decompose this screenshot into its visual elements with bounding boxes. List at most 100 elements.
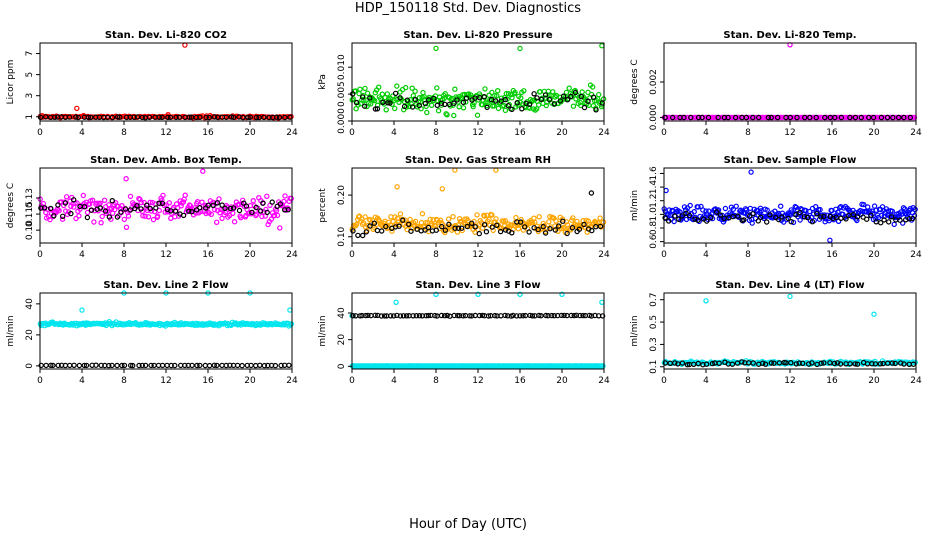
data-point xyxy=(205,202,211,208)
data-point xyxy=(400,313,407,319)
y-tick-label: 0.8 xyxy=(649,221,659,236)
data-point xyxy=(468,92,474,98)
data-point xyxy=(684,362,691,368)
x-tick-label: 24 xyxy=(286,250,298,260)
data-point xyxy=(503,90,509,97)
data-point xyxy=(74,200,80,206)
data-point xyxy=(551,313,557,319)
data-point xyxy=(350,313,356,319)
data-point xyxy=(596,91,602,98)
data-point xyxy=(61,199,68,205)
x-tick-label: 0 xyxy=(37,250,43,260)
data-point xyxy=(481,93,487,100)
outlier-point xyxy=(182,42,188,48)
outlier-point xyxy=(703,298,709,304)
data-point xyxy=(219,215,225,222)
data-point xyxy=(542,92,549,98)
data-point xyxy=(182,362,188,369)
data-point xyxy=(222,205,228,211)
data-point xyxy=(397,313,404,319)
x-tick-label: 8 xyxy=(121,128,127,138)
data-point xyxy=(725,114,731,121)
data-point xyxy=(493,98,499,104)
x-tick-label: 16 xyxy=(202,250,214,260)
data-point xyxy=(512,89,518,96)
data-point xyxy=(560,218,566,224)
x-tick-label: 16 xyxy=(202,376,214,386)
data-point xyxy=(889,360,896,366)
data-point xyxy=(832,114,838,121)
data-point xyxy=(479,312,486,319)
x-tick-label: 4 xyxy=(79,250,85,260)
outlier-point xyxy=(787,293,793,300)
data-point xyxy=(154,213,161,219)
y-tick-label: 0.7 xyxy=(649,293,659,307)
data-point xyxy=(670,114,676,121)
data-point xyxy=(367,223,373,229)
data-point xyxy=(197,114,203,121)
data-point xyxy=(273,114,280,120)
data-point xyxy=(75,114,81,121)
data-point xyxy=(599,313,606,319)
data-point xyxy=(570,103,577,109)
data-point xyxy=(730,206,737,212)
data-point xyxy=(117,114,123,120)
data-point xyxy=(43,362,49,369)
data-point xyxy=(571,312,577,319)
data-point xyxy=(274,212,281,219)
data-point xyxy=(898,114,905,121)
x-tick-label: 4 xyxy=(703,128,709,138)
data-point xyxy=(483,228,490,235)
data-point xyxy=(368,101,374,107)
data-point xyxy=(50,362,56,369)
data-point xyxy=(705,114,712,121)
data-point xyxy=(486,216,492,223)
data-point xyxy=(672,213,678,219)
data-point xyxy=(767,212,773,218)
data-point xyxy=(156,114,162,121)
data-point xyxy=(469,220,475,226)
data-point xyxy=(864,216,870,222)
data-point xyxy=(258,208,264,214)
x-tick-label: 16 xyxy=(514,128,526,138)
data-point xyxy=(41,205,48,211)
data-point xyxy=(182,192,188,198)
data-point xyxy=(186,208,192,214)
data-point xyxy=(695,204,701,210)
data-point xyxy=(494,222,500,228)
data-point xyxy=(455,225,462,231)
data-point xyxy=(203,114,209,121)
data-point xyxy=(372,89,378,96)
y-axis-label: ml/min xyxy=(6,315,16,346)
data-point xyxy=(93,362,99,368)
data-point xyxy=(76,362,83,369)
data-point xyxy=(847,114,853,121)
data-point xyxy=(822,114,828,121)
data-point xyxy=(781,114,787,121)
data-point xyxy=(878,114,885,121)
data-point xyxy=(376,84,382,90)
data-point xyxy=(527,312,533,319)
data-point xyxy=(556,220,562,227)
data-point xyxy=(91,219,97,225)
data-point xyxy=(70,197,77,203)
data-point xyxy=(900,220,906,226)
x-tick-label: 24 xyxy=(910,128,922,138)
data-point xyxy=(757,205,764,211)
outlier-point xyxy=(393,299,399,305)
outlier-point xyxy=(599,43,605,49)
data-point xyxy=(536,312,542,319)
data-point xyxy=(831,360,838,367)
y-tick-label: 0.10 xyxy=(337,226,347,246)
data-point xyxy=(409,104,416,110)
data-point xyxy=(490,227,496,234)
data-point xyxy=(816,114,822,121)
data-point xyxy=(526,101,533,108)
data-point xyxy=(374,227,381,234)
data-point xyxy=(802,114,808,121)
data-point xyxy=(87,114,94,121)
data-point xyxy=(59,216,66,222)
data-point xyxy=(119,362,125,369)
data-point xyxy=(775,114,781,121)
data-point xyxy=(878,212,885,219)
